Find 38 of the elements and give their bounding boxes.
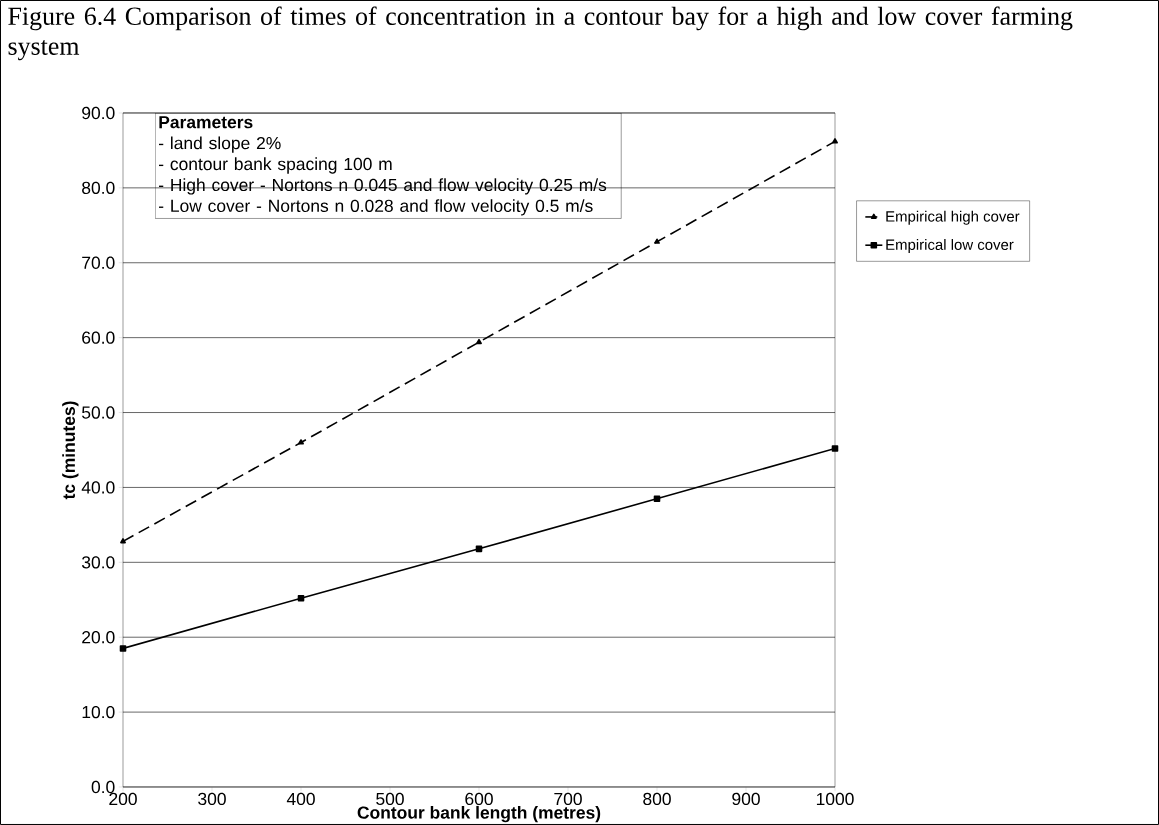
annotation: - Low cover - Nortons n 0.028 and flow velocity 0.5 m/s bbox=[159, 199, 593, 216]
annotation: Parameters bbox=[159, 116, 253, 129]
x-tick-label: 1000 bbox=[816, 792, 854, 806]
y-tick-label: 70.0 bbox=[82, 256, 115, 269]
y-tick-label: 40.0 bbox=[81, 481, 115, 494]
legend-label: Empirical high cover bbox=[886, 210, 1020, 225]
x-tick-label: 300 bbox=[198, 792, 226, 806]
x-tick-label: 800 bbox=[643, 792, 671, 806]
point bbox=[120, 538, 126, 544]
x-tick-label: 400 bbox=[286, 792, 315, 806]
x-tick-label: 200 bbox=[109, 792, 137, 806]
annotation: - High cover - Nortons n 0.045 and flow velocity 0.25 m/s bbox=[159, 178, 607, 195]
y-tick-label: 20.0 bbox=[82, 631, 115, 644]
point bbox=[831, 445, 839, 452]
point bbox=[654, 238, 660, 244]
y-tick-label: 80.0 bbox=[82, 181, 115, 195]
y-axis-title: tc (minutes) bbox=[62, 401, 79, 500]
y-tick-label: 0.0 bbox=[91, 780, 115, 794]
chart-title: Figure 6.4 Comparison of times of concentration in a contour bay for a high and low cover farming system bbox=[8, 6, 1073, 61]
x-axis-title: Contour bank length (metres) bbox=[357, 805, 601, 823]
point bbox=[476, 338, 482, 345]
point bbox=[119, 645, 127, 652]
x-tick-label: 500 bbox=[376, 792, 404, 806]
legend-label: Empirical low cover bbox=[886, 239, 1014, 253]
y-tick-label: 50.0 bbox=[82, 406, 115, 419]
x-tick-label: 600 bbox=[465, 792, 493, 806]
point bbox=[298, 439, 304, 445]
point bbox=[653, 495, 661, 502]
x-tick-label: 900 bbox=[732, 792, 760, 806]
y-tick-label: 10.0 bbox=[82, 705, 115, 719]
point bbox=[297, 594, 305, 602]
point bbox=[832, 138, 838, 144]
y-tick-label: 30.0 bbox=[81, 556, 115, 569]
annotation: - land slope 2% bbox=[159, 136, 281, 153]
x-tick-label: 700 bbox=[554, 792, 582, 806]
y-tick-label: 60.0 bbox=[82, 331, 115, 344]
y-tick-label: 90.0 bbox=[82, 106, 115, 120]
annotation: - contour bank spacing 100 m bbox=[159, 157, 392, 174]
